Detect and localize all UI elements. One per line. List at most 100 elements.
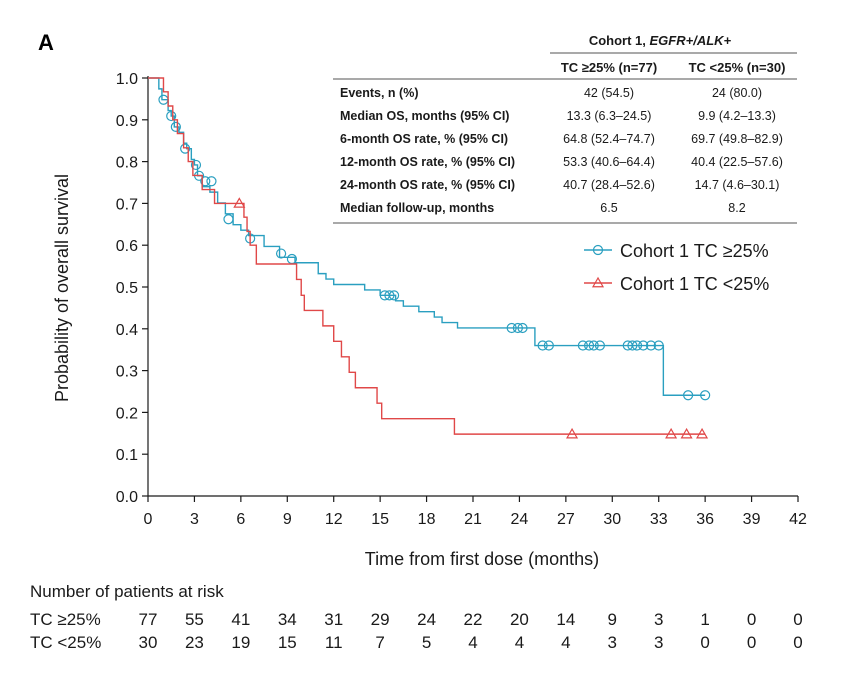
y-tick-label: 1.0 — [116, 71, 138, 88]
survival-line-tc-low — [148, 77, 706, 435]
y-tick-label: 0.7 — [116, 196, 138, 213]
table-row-high: 40.7 (28.4–52.6) — [563, 178, 655, 192]
risk-value: 77 — [139, 610, 158, 629]
risk-value: 34 — [278, 610, 297, 629]
censor-marker — [645, 340, 657, 351]
censor-marker — [512, 322, 523, 334]
risk-value: 15 — [278, 633, 297, 652]
risk-value: 0 — [700, 633, 709, 652]
risk-value: 20 — [510, 610, 529, 629]
x-tick-label: 21 — [464, 511, 482, 528]
table-row-label: 6-month OS rate, % (95% CI) — [340, 132, 508, 146]
risk-value: 0 — [747, 633, 756, 652]
x-axis-title: Time from first dose (months) — [365, 549, 599, 569]
risk-value: 5 — [422, 633, 431, 652]
censor-marker — [286, 253, 298, 265]
censor-marker — [594, 340, 606, 351]
risk-value: 0 — [793, 633, 802, 652]
censor-marker — [543, 340, 554, 351]
censor-marker — [638, 340, 649, 351]
table-title: Cohort 1, EGFR+/ALK+ — [589, 33, 732, 48]
risk-value: 1 — [700, 610, 709, 629]
table-row-label: 24-month OS rate, % (95% CI) — [340, 178, 515, 192]
censor-marker — [566, 427, 579, 439]
censor-marker — [506, 322, 517, 334]
table-row-high: 6.5 — [600, 201, 617, 215]
censor-marker — [180, 143, 191, 154]
table-title-italic: EGFR+/ALK+ — [650, 33, 732, 48]
censor-marker — [170, 121, 181, 133]
legend: Cohort 1 TC ≥25% Cohort 1 TC <25% — [584, 241, 769, 294]
legend-marker — [592, 244, 604, 256]
risk-value: 30 — [139, 633, 158, 652]
risk-row-label: TC <25% — [30, 633, 101, 652]
risk-value: 11 — [325, 633, 343, 652]
risk-value: 3 — [654, 633, 663, 652]
censor-marker — [384, 290, 395, 301]
risk-value: 3 — [608, 633, 617, 652]
table-row-high: 64.8 (52.4–74.7) — [563, 132, 655, 146]
y-tick-label: 0.3 — [116, 364, 138, 381]
x-tick-label: 12 — [325, 511, 343, 528]
risk-table-title: Number of patients at risk — [30, 582, 224, 601]
table-row-label: Median follow-up, months — [340, 201, 494, 215]
risk-value: 7 — [375, 633, 384, 652]
risk-value: 31 — [324, 610, 343, 629]
risk-value: 4 — [468, 633, 477, 652]
x-tick-label: 0 — [144, 511, 153, 528]
table-row-low: 8.2 — [728, 201, 745, 215]
table-row-low: 14.7 (4.6–30.1) — [695, 178, 780, 192]
survival-line-tc-high — [148, 77, 706, 396]
y-tick-label: 0.5 — [116, 280, 138, 297]
x-tick-label: 3 — [190, 511, 199, 528]
table-row-high: 13.3 (6.3–24.5) — [567, 109, 652, 123]
legend-label: Cohort 1 TC ≥25% — [620, 241, 769, 261]
y-tick-label: 0.0 — [116, 489, 138, 506]
risk-value: 29 — [371, 610, 390, 629]
table-row-low: 69.7 (49.8–82.9) — [691, 132, 783, 146]
table-row-label: 12-month OS rate, % (95% CI) — [340, 155, 515, 169]
x-tick-label: 27 — [557, 511, 575, 528]
table-col-low: TC <25% (n=30) — [689, 60, 786, 75]
risk-value: 3 — [654, 610, 663, 629]
risk-value: 14 — [556, 610, 575, 629]
x-tick-label: 18 — [418, 511, 436, 528]
y-tick-label: 0.6 — [116, 238, 138, 255]
risk-value: 24 — [417, 610, 436, 629]
table-row-high: 53.3 (40.6–64.4) — [563, 155, 655, 169]
censor-marker — [696, 427, 709, 439]
censor-marker — [233, 197, 246, 208]
panel-label: A — [38, 30, 54, 55]
legend-label: Cohort 1 TC <25% — [620, 274, 769, 294]
censor-marker — [223, 214, 234, 225]
censor-marker — [190, 159, 202, 171]
censor-marker — [388, 290, 400, 301]
censor-marker — [275, 248, 287, 259]
survival-curves — [148, 77, 711, 439]
risk-value: 41 — [231, 610, 250, 629]
x-tick-label: 30 — [603, 511, 621, 528]
censor-marker — [200, 176, 211, 187]
x-tick-label: 15 — [371, 511, 389, 528]
y-tick-label: 0.9 — [116, 113, 138, 130]
table-row-low: 40.4 (22.5–57.6) — [691, 155, 783, 169]
censor-marker — [583, 340, 595, 351]
stats-table: Cohort 1, EGFR+/ALK+ TC ≥25% (n=77) TC <25… — [333, 33, 797, 224]
table-row-low: 9.9 (4.2–13.3) — [698, 109, 776, 123]
censor-marker — [700, 390, 711, 401]
risk-value: 0 — [793, 610, 802, 629]
x-tick-label: 36 — [696, 511, 714, 528]
y-tick-label: 0.1 — [116, 447, 138, 464]
table-row-high: 42 (54.5) — [584, 86, 634, 100]
censor-marker — [683, 390, 694, 401]
censor-marker — [588, 340, 599, 351]
table-col-high: TC ≥25% (n=77) — [561, 60, 657, 75]
risk-row-label: TC ≥25% — [30, 610, 101, 629]
y-axis-title: Probability of overall survival — [52, 174, 72, 402]
risk-value: 4 — [515, 633, 524, 652]
risk-value: 9 — [608, 610, 617, 629]
censor-marker — [665, 427, 678, 439]
x-tick-label: 39 — [743, 511, 761, 528]
